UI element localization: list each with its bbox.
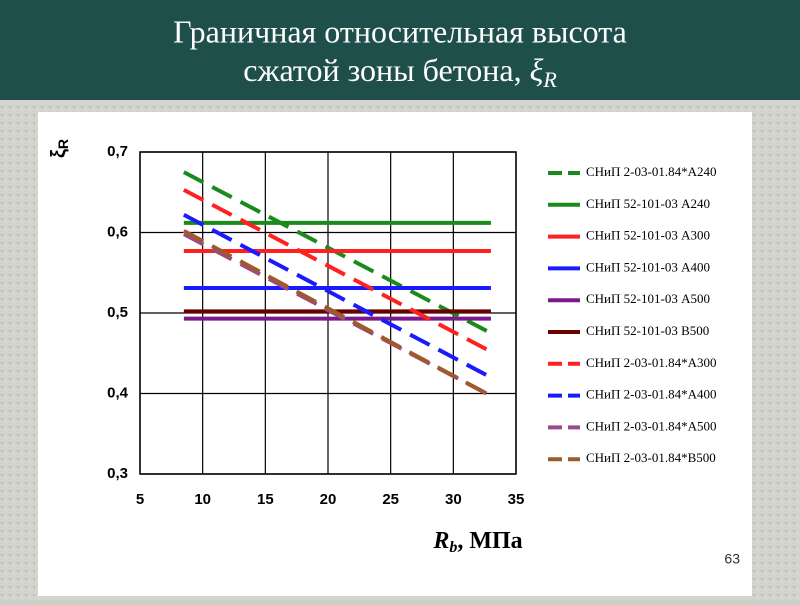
legend-label: СНиП 52-101-03 А300 bbox=[586, 228, 710, 243]
header-bar bbox=[0, 0, 800, 100]
legend-label: СНиП 2-03-01.84*А300 bbox=[586, 355, 716, 370]
legend-label: СНиП 2-03-01.84*А400 bbox=[586, 387, 716, 402]
x-tick-label: 30 bbox=[445, 491, 462, 508]
y-axis-label: ξR bbox=[48, 139, 70, 158]
title-line: Граничная относительная высота bbox=[173, 13, 627, 49]
series-line bbox=[182, 188, 492, 354]
y-tick-label: 0,4 bbox=[107, 384, 129, 401]
y-tick-label: 0,6 bbox=[107, 223, 128, 240]
legend-label: СНиП 52-101-03 В500 bbox=[586, 323, 709, 338]
legend-label: СНиП 52-101-03 А400 bbox=[586, 259, 710, 274]
y-tick-label: 0,7 bbox=[107, 143, 128, 160]
x-tick-label: 35 bbox=[508, 491, 525, 508]
slide-number: 63 bbox=[724, 551, 740, 567]
title-symbol: ξ bbox=[530, 52, 544, 88]
x-tick-label: 15 bbox=[257, 491, 274, 508]
x-tick-label: 20 bbox=[320, 491, 337, 508]
y-tick-label: 0,5 bbox=[107, 304, 128, 321]
title-text: сжатой зоны бетона, bbox=[243, 52, 529, 88]
title-subscript: R bbox=[542, 67, 557, 92]
y-label-subscript: R bbox=[55, 139, 71, 149]
series-line bbox=[182, 213, 492, 380]
x-tick-label: 25 bbox=[382, 491, 399, 508]
legend-label: СНиП 52-101-03 А500 bbox=[586, 291, 710, 306]
x-label-unit: , МПа bbox=[457, 528, 522, 554]
series-line bbox=[182, 229, 492, 398]
legend-label: СНиП 2-03-01.84*А240 bbox=[586, 164, 716, 179]
legend-label: СНиП 52-101-03 А240 bbox=[586, 196, 710, 211]
y-tick-label: 0,3 bbox=[107, 465, 128, 482]
x-label-subscript: b bbox=[449, 539, 457, 556]
title-line: сжатой зоны бетона, ξR bbox=[243, 52, 557, 92]
x-tick-label: 10 bbox=[194, 491, 211, 508]
chart-panel bbox=[38, 112, 752, 596]
x-tick-label: 5 bbox=[136, 491, 144, 508]
x-axis-label: Rb, МПа bbox=[432, 528, 522, 556]
x-label-symbol: R bbox=[432, 528, 449, 554]
legend-label: СНиП 2-03-01.84*В500 bbox=[586, 450, 716, 465]
plot-border bbox=[139, 151, 517, 475]
legend-label: СНиП 2-03-01.84*А500 bbox=[586, 418, 716, 433]
y-label-symbol: ξ bbox=[48, 149, 70, 158]
